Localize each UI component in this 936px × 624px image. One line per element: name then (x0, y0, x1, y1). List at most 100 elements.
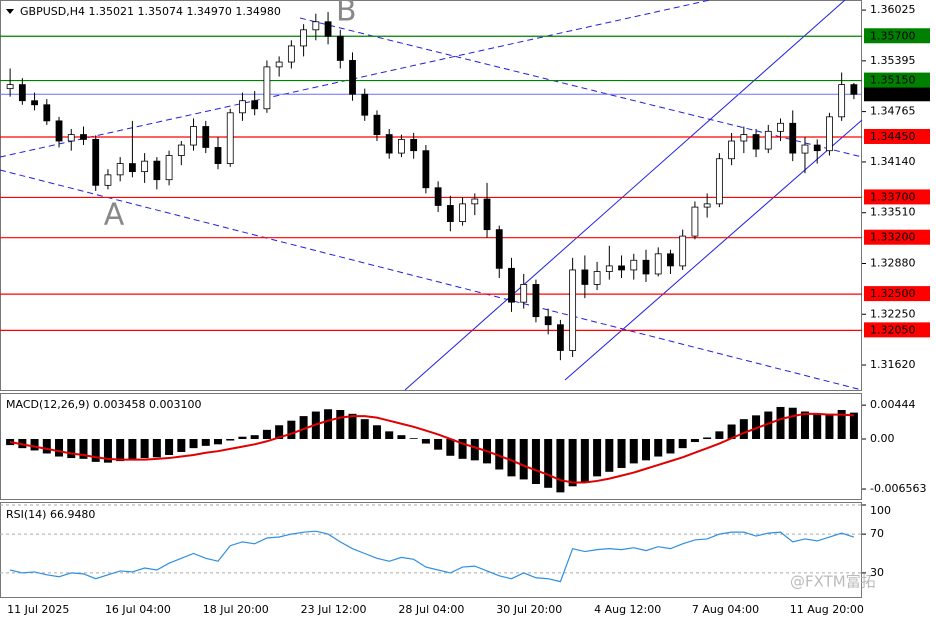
macd-bar (800, 411, 809, 439)
candle-body (654, 253, 662, 275)
level-label: 1.34450 (870, 130, 916, 143)
watermark: @FXTM富拓 (790, 573, 876, 591)
y-tick-label: 1.36025 (870, 3, 916, 16)
x-tick-label: 30 Jul 20:00 (496, 603, 562, 616)
main-panel (0, 0, 862, 391)
candle-body (67, 134, 75, 142)
candle-body (398, 139, 405, 154)
candle-body (239, 100, 246, 114)
current-price-label: 1.34980 (870, 87, 916, 100)
macd-bar (103, 438, 112, 463)
macd-bar (605, 438, 614, 472)
macd-bar (385, 431, 394, 439)
macd-bar (165, 438, 174, 456)
level-box (864, 128, 930, 144)
candle-body (630, 259, 638, 271)
macd-bar (336, 410, 345, 439)
candle-body (287, 45, 295, 63)
candle-body (715, 158, 723, 205)
x-tick-label: 23 Jul 12:00 (301, 603, 367, 616)
candle-body (104, 174, 112, 186)
macd-bar (531, 438, 540, 484)
candle-body (789, 122, 797, 154)
macd-bar (837, 410, 846, 439)
macd-bar (299, 416, 308, 439)
macd-bar (519, 438, 528, 480)
menu-arrow[interactable] (6, 9, 14, 14)
candle-body (263, 66, 271, 110)
x-tick-label: 7 Aug 04:00 (692, 603, 759, 616)
rsi-line (9, 530, 855, 583)
macd-bar (544, 438, 553, 488)
macd-bar (666, 438, 675, 454)
macd-bar (91, 438, 100, 462)
current-price-box (864, 86, 930, 102)
candle-body (838, 84, 846, 118)
candle-body (471, 198, 479, 205)
macd-bar (214, 438, 222, 445)
channel-line (564, 119, 863, 381)
candle-body (740, 134, 748, 142)
candle-body (6, 84, 14, 90)
macd-bar (495, 438, 504, 470)
y-tick-label: 1.32250 (870, 307, 916, 320)
macd-bar (287, 420, 296, 439)
level-box (864, 189, 930, 205)
y-tick-label: 1.34140 (870, 155, 916, 168)
x-tick-label: 11 Aug 20:00 (790, 603, 864, 616)
signal-line (9, 412, 854, 484)
y-tick-label: 1.33510 (870, 206, 916, 219)
macd-bar (372, 425, 381, 439)
candle-body (55, 120, 63, 142)
level-box (864, 286, 930, 302)
y-tick-label: 1.35395 (870, 54, 916, 67)
macd-bar (324, 409, 333, 439)
macd-bar (752, 415, 761, 439)
macd-bar (128, 438, 137, 460)
y-tick-label: 100 (870, 504, 891, 517)
x-tick-label: 11 Jul 2025 (7, 603, 69, 616)
x-tick-label: 18 Jul 20:00 (203, 603, 269, 616)
candle-body (349, 60, 356, 95)
candle-body (226, 112, 234, 164)
macd-bar (825, 413, 834, 439)
candle-body (336, 35, 344, 61)
level-label: 1.33700 (870, 190, 916, 203)
macd-panel (0, 393, 862, 500)
y-tick-label: 1.32880 (870, 256, 916, 269)
candle-body (826, 116, 833, 152)
macd-bar (79, 438, 88, 459)
candle-body (128, 163, 136, 173)
candle-body (642, 259, 650, 275)
macd-bar (177, 438, 186, 452)
macd-bar (593, 438, 602, 477)
level-label: 1.33200 (870, 231, 916, 244)
annotation: A (104, 197, 125, 232)
candle-body (410, 139, 418, 152)
macd-bar (30, 438, 39, 451)
candle-body (544, 316, 552, 326)
macd-bar (238, 436, 247, 439)
macd-bar (642, 438, 650, 461)
candle-body (177, 144, 185, 156)
level-box (864, 28, 930, 44)
trend-line (299, 17, 863, 158)
macd-bar (434, 438, 443, 450)
candle-body (850, 84, 858, 95)
candle-body (691, 206, 699, 237)
rsi-title: RSI(14) 66.9480 (6, 508, 95, 521)
macd-bar (580, 438, 589, 482)
macd-bar (226, 438, 235, 441)
y-tick-label: 30 (870, 566, 884, 579)
candle-body (764, 130, 772, 150)
level-box (864, 72, 930, 88)
macd-bar (703, 437, 712, 439)
macd-bar (42, 438, 51, 454)
candle-body (202, 126, 210, 148)
level-box (864, 229, 930, 245)
candle-body (508, 267, 515, 303)
trend-line (0, 169, 863, 391)
level-label: 1.32050 (870, 323, 916, 336)
macd-bar (397, 435, 406, 439)
candle-body (532, 284, 540, 318)
